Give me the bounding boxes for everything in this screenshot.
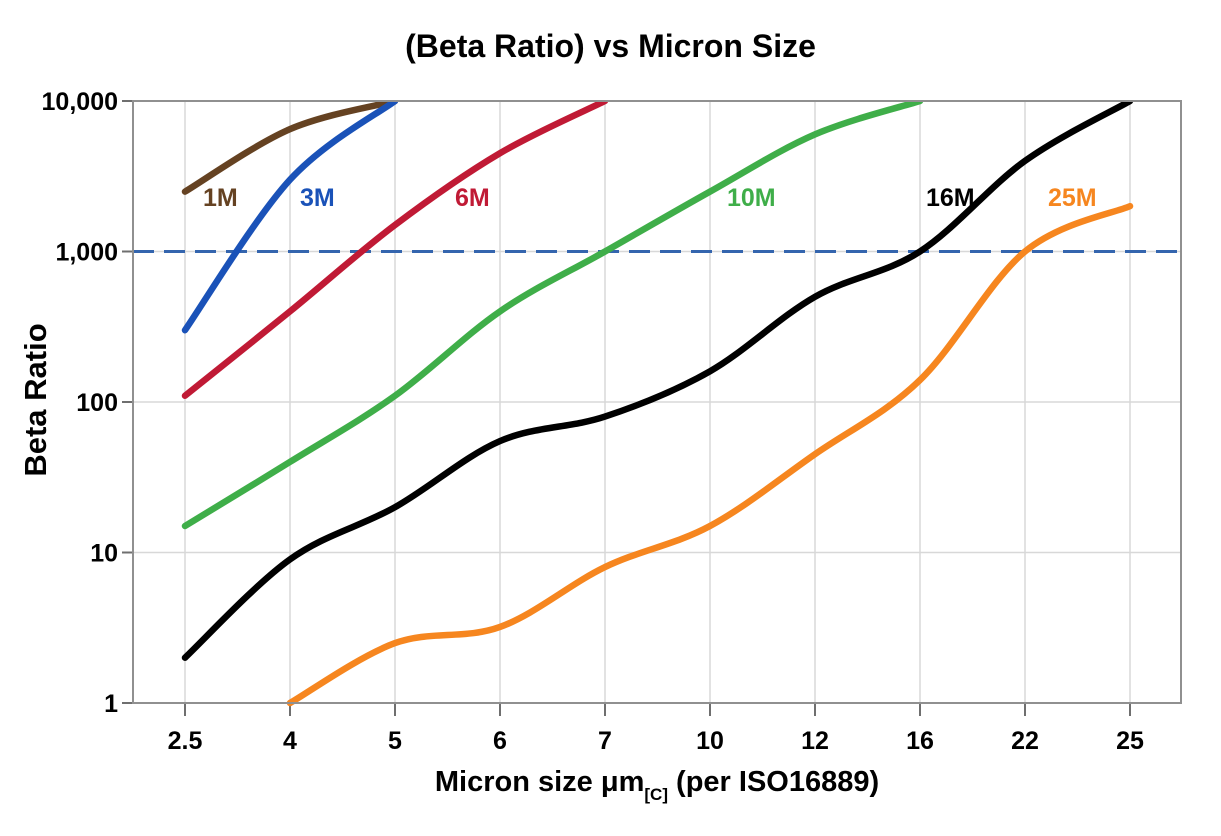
y-tick-label: 10 [90,540,118,568]
y-tick-label: 1,000 [55,239,118,267]
series-label-1M: 1M [203,184,238,212]
x-tick-label: 25 [1116,727,1144,755]
x-axis-title-subscript: [C] [644,785,668,804]
x-tick-label: 4 [283,727,297,755]
series-curve-25M [286,202,1134,707]
chart-title: (Beta Ratio) vs Micron Size [405,28,816,64]
series-label-25M: 25M [1048,184,1097,212]
series-label-10M: 10M [727,184,776,212]
x-tick-label: 10 [696,727,724,755]
x-tick-label: 6 [493,727,507,755]
y-tick-label: 1 [104,690,118,718]
x-tick-label: 12 [801,727,829,755]
series-curve-1M [181,101,399,195]
x-axis-title: Micron size μm[C] (per ISO16889) [133,766,1181,805]
series-curve-10M [181,101,924,530]
plot-border [132,100,1182,704]
series-label-6M: 6M [455,184,490,212]
x-tick-label: 16 [906,727,934,755]
x-tick-label: 7 [598,727,612,755]
x-axis-title-suffix: (per ISO16889) [667,766,880,798]
x-tick-label: 5 [388,727,402,755]
y-tick-label: 10,000 [42,88,118,116]
x-axis-title-main: Micron size μm [434,766,645,798]
x-tick-label: 22 [1011,727,1039,755]
series-curve-3M [181,101,399,334]
series-curve-6M [181,101,609,400]
series-curve-16M [181,101,1134,661]
x-tick-label: 2.5 [168,727,203,755]
series-label-3M: 3M [300,184,335,212]
y-tick-label: 100 [76,389,118,417]
series-label-16M: 16M [926,184,975,212]
